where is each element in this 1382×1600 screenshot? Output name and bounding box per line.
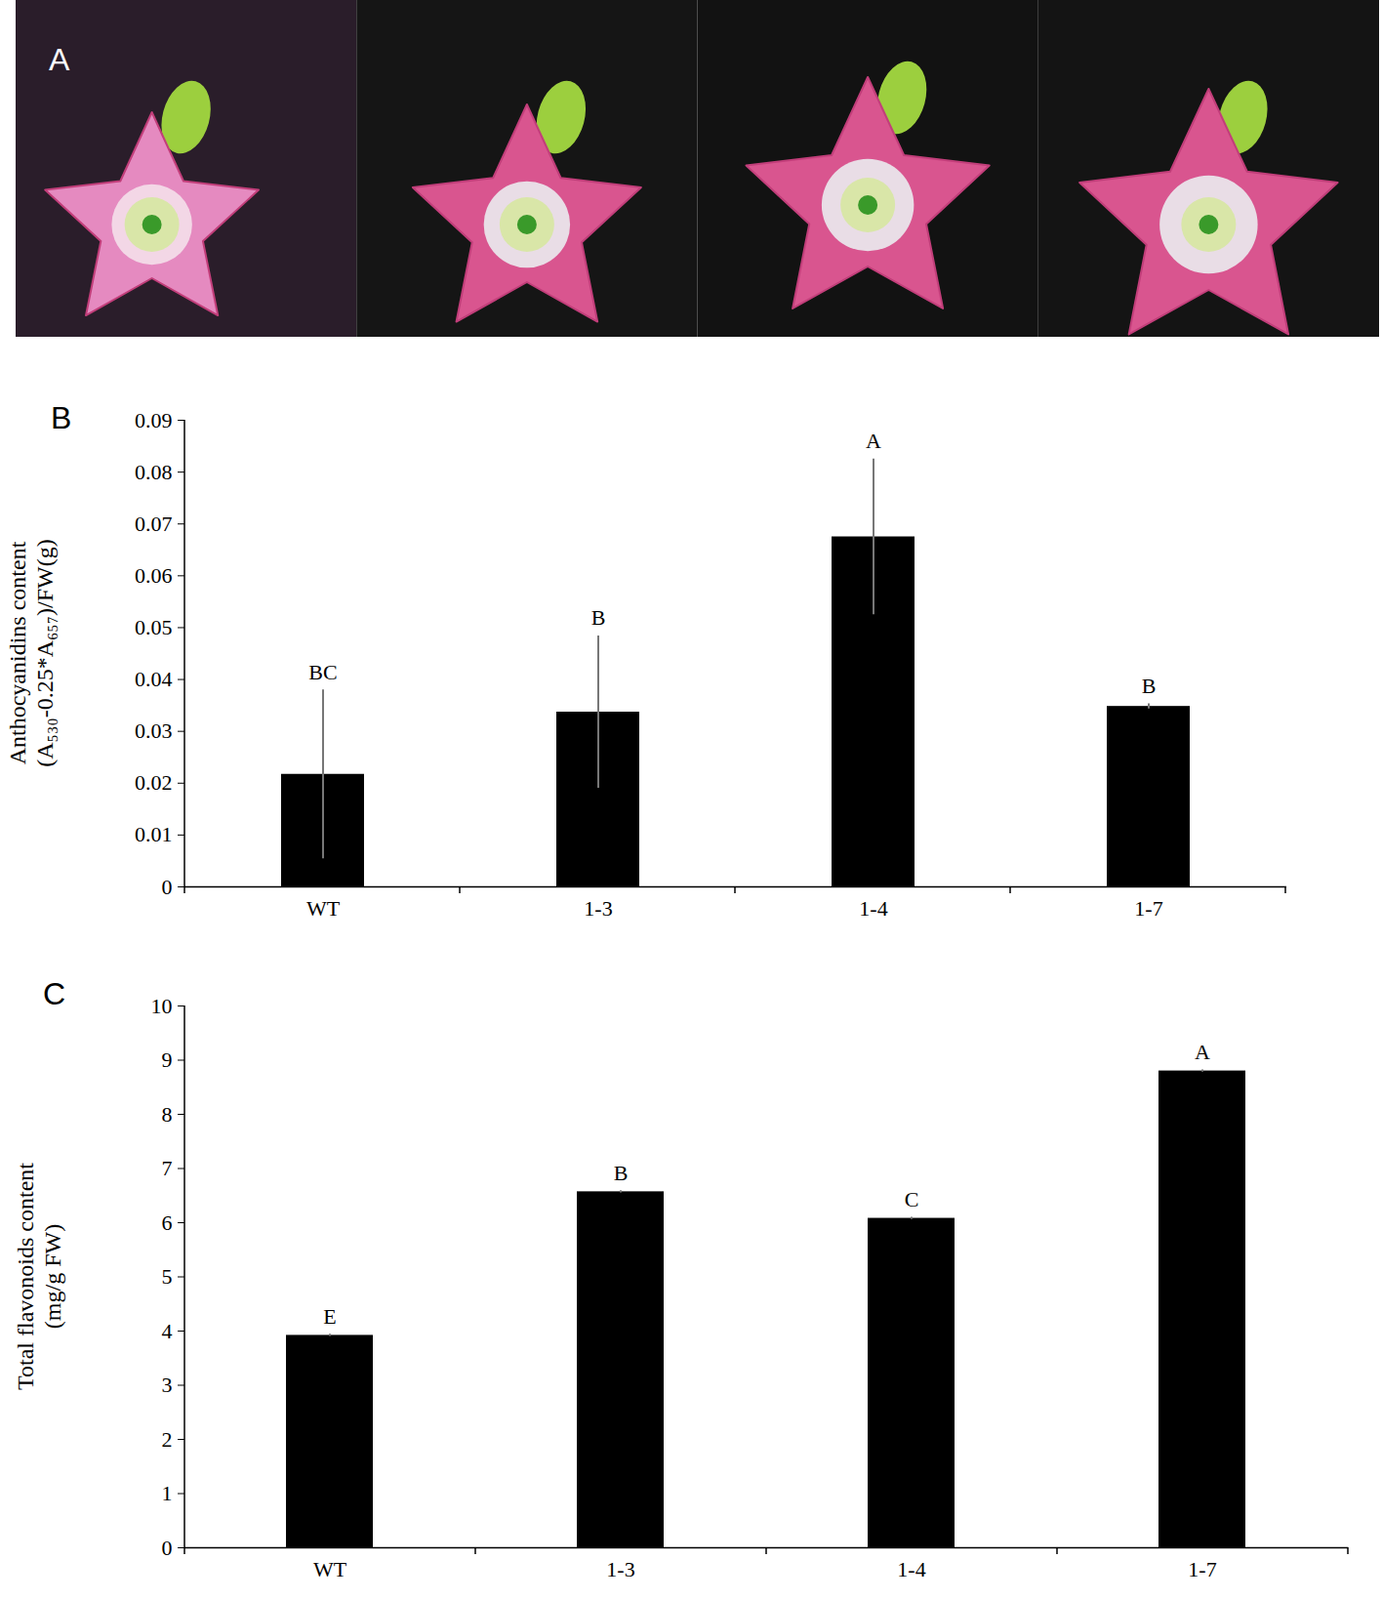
svg-text:B: B: [591, 605, 607, 630]
svg-text:10: 10: [151, 993, 173, 1018]
svg-text:0.03: 0.03: [134, 718, 173, 743]
svg-text:1-7: 1-7: [1187, 1556, 1217, 1582]
svg-text:B: B: [613, 1160, 629, 1185]
svg-text:6: 6: [162, 1210, 173, 1235]
svg-text:Total flavonoids content(mg/g: Total flavonoids content(mg/g FW): [12, 1162, 67, 1390]
svg-text:1-4: 1-4: [896, 1556, 926, 1582]
html-text:C: C: [42, 975, 66, 1012]
svg-text:2: 2: [162, 1426, 173, 1452]
svg-text:A: A: [48, 41, 71, 78]
svg-text:A: A: [865, 428, 882, 453]
svg-text:1-7: 1-7: [1134, 895, 1163, 921]
svg-text:1-3: 1-3: [583, 895, 612, 921]
svg-text:B: B: [1141, 673, 1157, 698]
svg-text:7: 7: [162, 1155, 173, 1180]
svg-text:1-4: 1-4: [858, 895, 888, 921]
svg-text:0: 0: [162, 874, 173, 899]
svg-text:8: 8: [162, 1101, 173, 1127]
svg-text:9: 9: [162, 1047, 173, 1072]
svg-text:BC: BC: [308, 659, 337, 685]
svg-text:WT: WT: [313, 1556, 348, 1582]
svg-text:3: 3: [162, 1372, 173, 1397]
svg-text:0: 0: [162, 1535, 173, 1560]
svg-text:E: E: [323, 1303, 336, 1329]
svg-text:Anthocyanidins content(A₅₃₀-0.: Anthocyanidins content(A₅₃₀-0.25*A₆₅₇)/F…: [4, 538, 59, 768]
svg-text:WT: WT: [306, 895, 341, 921]
svg-text:A: A: [1194, 1039, 1211, 1064]
svg-text:0.09: 0.09: [134, 407, 173, 433]
svg-text:0.06: 0.06: [134, 563, 173, 588]
svg-text:1: 1: [162, 1480, 173, 1505]
svg-text:0.05: 0.05: [134, 614, 173, 640]
html-text:B: B: [50, 400, 72, 436]
svg-text:1-3: 1-3: [606, 1556, 635, 1582]
svg-text:0.02: 0.02: [134, 770, 173, 795]
svg-text:5: 5: [162, 1263, 173, 1289]
svg-text:0.04: 0.04: [134, 666, 173, 691]
svg-text:4: 4: [162, 1318, 173, 1343]
svg-text:0.01: 0.01: [134, 821, 173, 847]
svg-text:0.08: 0.08: [134, 459, 173, 485]
svg-text:C: C: [904, 1186, 920, 1212]
svg-text:0.07: 0.07: [134, 511, 173, 536]
